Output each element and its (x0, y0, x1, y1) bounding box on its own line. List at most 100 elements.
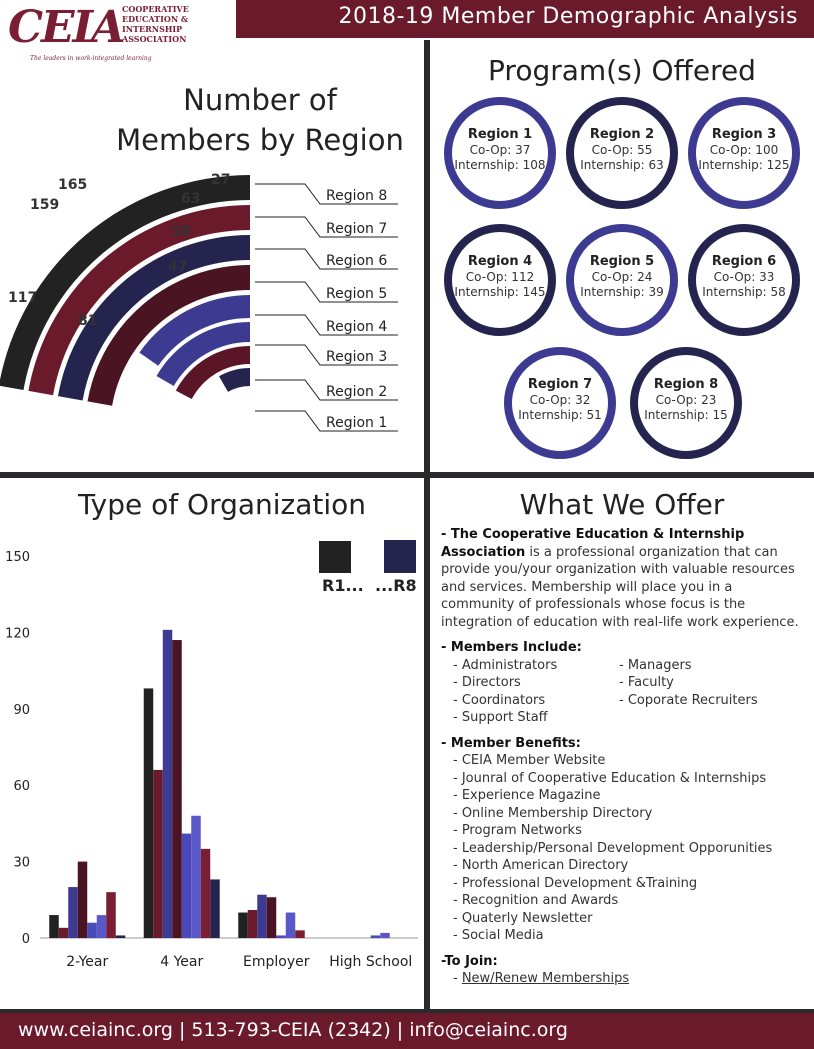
program-circle-8: Region 8 Co-Op: 23 Internship: 15 (630, 347, 742, 459)
value-region-4: 165 (58, 177, 88, 193)
bar-2-year-s8 (115, 935, 126, 938)
programs-title: Program(s) Offered (488, 54, 756, 87)
program-coop: Co-Op: 100 (709, 143, 779, 157)
arc-band-region-7 (175, 346, 250, 400)
offer-intro: - The Cooperative Education & Internship… (441, 527, 799, 630)
y-tick-label: 90 (13, 703, 30, 718)
region-label-6: Region 6 (326, 253, 388, 269)
program-region-name: Region 1 (467, 127, 533, 142)
arc-band-region-2 (28, 205, 250, 396)
bar-employer-s4 (266, 897, 277, 938)
list-item: - CEIA Member Website (453, 753, 606, 768)
program-circle-7: Region 7 Co-Op: 32 Internship: 51 (504, 347, 616, 459)
program-circle-4: Region 4 Co-Op: 112 Internship: 145 (444, 224, 556, 336)
program-region-name: Region 7 (527, 377, 593, 392)
program-coop: Co-Op: 55 (591, 143, 653, 157)
bar-employer-s5 (276, 935, 286, 938)
list-item: - Online Membership Directory (453, 805, 653, 821)
arc-band-region-6 (156, 322, 250, 386)
bar-4-year-s4 (172, 640, 182, 938)
program-circle-2: Region 2 Co-Op: 55 Internship: 63 (566, 97, 678, 209)
region-label-4: Region 4 (326, 319, 388, 335)
program-region-name: Region 3 (711, 127, 777, 142)
bar-2-year-s4 (77, 861, 88, 938)
x-category-label: High School (329, 954, 412, 970)
bar-high-school-s6 (380, 932, 390, 938)
offer-title: What We Offer (519, 488, 725, 521)
program-internship: Internship: 39 (580, 285, 664, 299)
legend-swatch-last (384, 540, 416, 573)
program-coop: Co-Op: 112 (465, 270, 535, 284)
program-internship: Internship: 51 (518, 408, 602, 422)
list-item: - Coordinators (453, 692, 546, 708)
list-item: - Faculty (619, 675, 674, 690)
region-label-3: Region 3 (326, 349, 388, 365)
region-label-2: Region 2 (326, 384, 388, 400)
bar-4-year-s6 (191, 815, 201, 938)
region-label-1: Region 1 (326, 415, 388, 431)
offer-body: - The Cooperative Education & Internship… (441, 526, 806, 988)
bar-employer-s7 (295, 930, 305, 938)
legend-label-last: ...R8 (375, 576, 417, 595)
leader-line-7 (255, 216, 398, 238)
program-internship: Internship: 63 (580, 158, 664, 172)
list-item: - Quaterly Newsletter (453, 910, 593, 926)
y-tick-label: 60 (13, 779, 30, 794)
join-link[interactable]: New/Renew Memberships (461, 971, 630, 986)
program-internship: Internship: 145 (454, 285, 546, 299)
y-tick-label: 150 (5, 550, 30, 565)
list-item: - Program Networks (453, 823, 582, 838)
arc-band-region-3 (57, 235, 250, 401)
program-coop: Co-Op: 24 (591, 270, 653, 284)
members-list: - Administrators - Directors - Coordinat… (441, 657, 806, 727)
logo-tagline: The leaders in work-integrated learning (30, 55, 152, 62)
members-col-2: - Managers - Faculty - Coporate Recruite… (607, 657, 773, 727)
page-title: 2018-19 Member Demographic Analysis (338, 4, 798, 29)
arc-band-region-1 (0, 175, 250, 391)
program-coop: Co-Op: 23 (655, 393, 717, 407)
leader-line-3 (255, 344, 398, 366)
footer: www.ceiainc.org | 513-793-CEIA (2342) | … (0, 1013, 814, 1049)
leader-line-6 (255, 248, 398, 270)
value-region-5: 47 (168, 259, 188, 275)
y-tick-label: 120 (5, 626, 30, 641)
program-circle-6: Region 6 Co-Op: 33 Internship: 58 (688, 224, 800, 336)
value-region-1: 117 (8, 290, 38, 306)
org-bar-chart: 0 30 60 90 120 150 2-Year 4 Year Employer High Sc… (5, 550, 418, 970)
bar-2-year-s5 (87, 922, 97, 938)
program-region-name: Region 4 (467, 254, 533, 269)
list-item: - Directors (453, 675, 521, 690)
header-bar: 2018-19 Member Demographic Analysis (236, 0, 814, 38)
list-item: - Jounral of Cooperative Education & Int… (453, 770, 767, 786)
x-category-label: Employer (243, 954, 310, 970)
join-item: - New/Renew Memberships (453, 971, 630, 986)
leader-line-1 (255, 410, 398, 432)
program-internship: Internship: 58 (702, 285, 786, 299)
arc-band-region-8 (219, 368, 250, 392)
bar-2-year-s3 (68, 887, 78, 938)
list-item: - Managers (619, 657, 692, 673)
value-region-6: 58 (171, 224, 191, 240)
bar-employer-s1 (238, 912, 248, 938)
benefits-heading: - Member Benefits: (441, 735, 581, 751)
program-internship: Internship: 125 (698, 158, 790, 172)
members-col-1: - Administrators - Directors - Coordinat… (441, 657, 607, 727)
program-internship: Internship: 15 (644, 408, 728, 422)
program-circle-5: Region 5 Co-Op: 24 Internship: 39 (566, 224, 678, 336)
bar-2-year-s2 (58, 927, 69, 938)
arc-band-region-5 (139, 295, 250, 366)
x-category-label: 2-Year (66, 954, 108, 970)
leader-line-2 (255, 379, 398, 401)
bar-4-year-s5 (181, 833, 192, 938)
list-item: - Social Media (453, 928, 544, 943)
bar-4-year-s3 (162, 629, 173, 938)
program-coop: Co-Op: 32 (529, 393, 591, 407)
region-arcs (0, 175, 398, 432)
leader-line-8 (255, 183, 398, 205)
program-region-name: Region 8 (653, 377, 719, 392)
list-item: - Coporate Recruiters (619, 692, 758, 708)
region-label-7: Region 7 (326, 221, 388, 237)
join-heading: -To Join: (441, 953, 498, 969)
bar-2-year-s6 (96, 915, 107, 938)
bar-2-year-s1 (49, 915, 59, 938)
